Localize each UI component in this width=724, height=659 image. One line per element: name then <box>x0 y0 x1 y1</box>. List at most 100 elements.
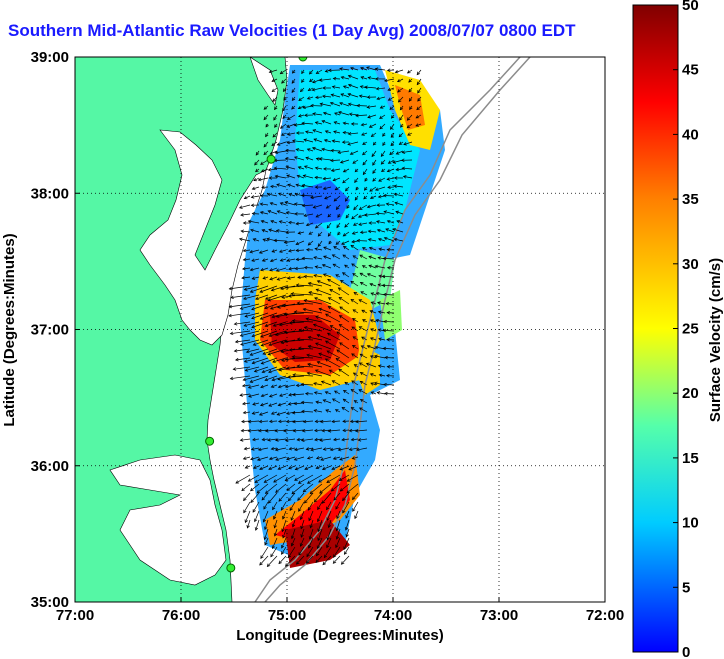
velocity-arrow-head <box>318 307 323 312</box>
velocity-arrow-head <box>233 322 238 326</box>
velocity-arrow <box>248 220 260 224</box>
velocity-arrow <box>260 159 269 165</box>
velocity-arrow-head <box>255 168 259 173</box>
velocity-arrow <box>344 264 350 269</box>
velocity-arrow <box>343 537 350 550</box>
velocity-arrow <box>298 166 305 170</box>
velocity-arrow <box>416 69 422 75</box>
velocity-arrow <box>395 69 404 73</box>
velocity-arrow-head <box>261 369 266 374</box>
velocity-arrow <box>340 483 350 492</box>
velocity-arrow-head <box>340 279 344 284</box>
station-marker <box>266 154 276 164</box>
velocity-arrow <box>351 438 359 441</box>
velocity-arrow <box>403 176 413 179</box>
velocity-arrow <box>308 336 323 341</box>
velocity-arrow <box>339 306 350 314</box>
velocity-arrow-head <box>394 201 399 205</box>
velocity-arrow-head <box>314 166 319 170</box>
velocity-arrow <box>292 356 314 359</box>
velocity-arrow <box>322 465 332 470</box>
velocity-arrow <box>264 303 278 309</box>
velocity-arrow <box>245 366 260 371</box>
velocity-arrow-head <box>239 438 244 442</box>
velocity-arrow-head <box>333 554 337 558</box>
velocity-arrow-head <box>267 298 272 302</box>
velocity-arrow-head <box>243 497 247 502</box>
velocity-arrow-head <box>322 86 326 90</box>
velocity-arrow <box>351 213 359 220</box>
velocity-arrow <box>275 150 287 154</box>
velocity-arrow <box>348 84 359 89</box>
velocity-arrow <box>333 195 341 202</box>
velocity-arrow <box>292 519 296 528</box>
velocity-arrow-head <box>307 242 312 246</box>
velocity-arrow-head <box>384 391 388 396</box>
velocity-arrow-head <box>416 71 421 76</box>
velocity-arrow-head <box>293 401 298 406</box>
velocity-arrow-head <box>291 319 296 323</box>
velocity-arrow-head <box>275 268 280 272</box>
velocity-arrow <box>301 401 314 404</box>
velocity-arrow <box>306 447 314 450</box>
velocity-arrow <box>250 375 269 383</box>
velocity-arrow-head <box>324 358 329 362</box>
velocity-arrow-head <box>261 496 266 501</box>
velocity-arrow <box>325 130 332 134</box>
velocity-arrow <box>325 409 332 413</box>
velocity-arrow <box>360 380 368 386</box>
velocity-arrow-head <box>288 446 293 451</box>
velocity-arrow-head <box>383 210 388 214</box>
velocity-arrow <box>250 456 260 460</box>
velocity-arrow <box>261 393 269 397</box>
velocity-arrow-head <box>300 534 304 538</box>
velocity-arrow-head <box>269 201 274 206</box>
velocity-arrow-head <box>369 309 374 314</box>
velocity-arrow-head <box>271 142 275 146</box>
velocity-arrow <box>261 229 269 233</box>
velocity-arrow-head <box>368 246 373 251</box>
velocity-arrow <box>316 465 323 469</box>
velocity-arrow-head <box>350 122 355 126</box>
velocity-arrow <box>376 292 386 296</box>
velocity-arrow-head <box>303 274 307 279</box>
velocity-arrow <box>263 141 269 148</box>
velocity-arrow <box>248 429 260 432</box>
velocity-arrow-head <box>279 202 284 206</box>
velocity-arrow-head <box>335 241 340 245</box>
velocity-arrow-head <box>348 467 352 471</box>
velocity-arrow <box>243 456 251 460</box>
velocity-arrow-head <box>285 411 290 415</box>
velocity-arrow <box>323 546 332 558</box>
velocity-arrow-head <box>328 240 332 245</box>
velocity-arrow-head <box>283 97 287 101</box>
velocity-arrow-head <box>342 389 347 394</box>
velocity-arrow-head <box>301 409 305 414</box>
velocity-arrow-head <box>280 349 284 354</box>
velocity-arrow <box>267 555 278 567</box>
velocity-arrow-head <box>252 509 256 513</box>
velocity-arrow-head <box>287 402 292 406</box>
velocity-arrow <box>240 438 251 441</box>
velocity-arrow-head <box>289 507 293 511</box>
velocity-arrow <box>388 159 395 164</box>
velocity-arrow <box>271 78 278 82</box>
velocity-arrow <box>376 212 386 215</box>
velocity-arrow-head <box>284 339 288 344</box>
velocity-arrow <box>320 420 332 423</box>
velocity-arrow <box>406 123 413 129</box>
velocity-arrow <box>341 555 350 565</box>
velocity-arrow <box>402 167 413 170</box>
velocity-arrow-head <box>360 66 364 71</box>
velocity-arrow <box>339 324 350 332</box>
velocity-arrow-head <box>321 466 326 471</box>
velocity-arrow <box>294 123 305 126</box>
velocity-arrow <box>277 276 287 281</box>
velocity-arrow-head <box>319 438 323 442</box>
velocity-arrow <box>297 365 314 368</box>
velocity-arrow-head <box>294 192 299 197</box>
velocity-arrow-head <box>256 457 261 461</box>
velocity-arrow <box>355 420 368 423</box>
velocity-arrow-head <box>356 103 361 108</box>
velocity-arrow <box>367 345 377 350</box>
